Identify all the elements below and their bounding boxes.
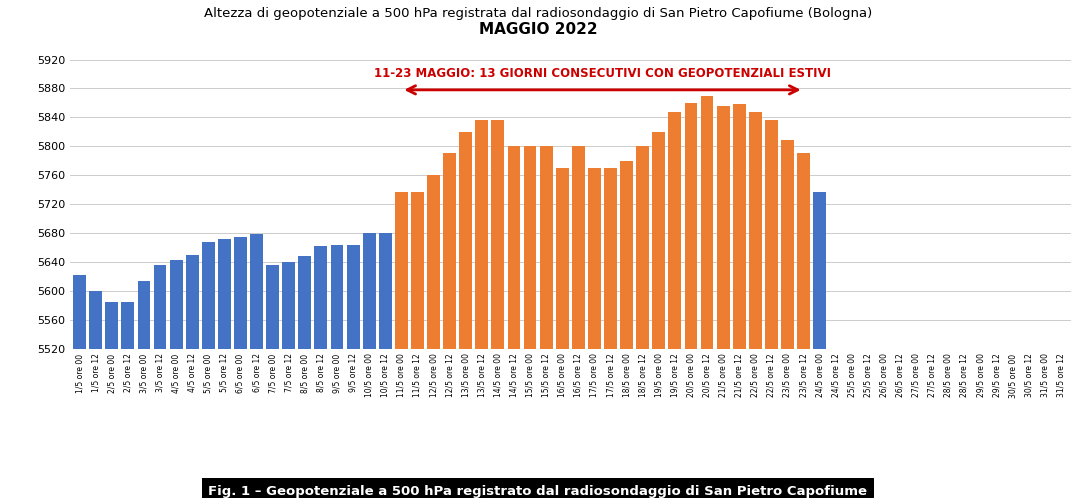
Bar xyxy=(571,146,584,349)
Bar xyxy=(733,104,746,349)
Bar xyxy=(314,246,327,349)
Bar xyxy=(717,106,730,349)
Bar xyxy=(170,260,183,349)
Bar xyxy=(202,242,215,349)
Text: Fig. 1 – Geopotenziale a 500 hPa registrato dal radiosondaggio di San Pietro Cap: Fig. 1 – Geopotenziale a 500 hPa registr… xyxy=(209,485,867,498)
Bar xyxy=(427,175,440,349)
Bar xyxy=(524,146,537,349)
Bar xyxy=(282,262,295,349)
Bar xyxy=(604,168,617,349)
Bar xyxy=(620,161,633,349)
Bar xyxy=(749,112,762,349)
Bar xyxy=(266,265,279,349)
Bar xyxy=(235,237,246,349)
Bar xyxy=(443,153,456,349)
Bar xyxy=(492,120,505,349)
Bar xyxy=(540,146,553,349)
Bar xyxy=(556,168,569,349)
Bar xyxy=(395,193,408,349)
Bar xyxy=(346,245,359,349)
Bar xyxy=(138,281,151,349)
Text: Altezza di geopotenziale a 500 hPa registrata dal radiosondaggio di San Pietro C: Altezza di geopotenziale a 500 hPa regis… xyxy=(203,7,873,20)
Bar xyxy=(105,302,118,349)
Bar xyxy=(813,193,826,349)
Bar xyxy=(250,235,263,349)
Bar xyxy=(411,193,424,349)
Bar xyxy=(684,103,697,349)
Bar xyxy=(298,256,311,349)
Bar xyxy=(765,120,778,349)
Bar xyxy=(73,275,86,349)
Bar xyxy=(587,168,600,349)
Text: 11-23 MAGGIO: 13 GIORNI CONSECUTIVI CON GEOPOTENZIALI ESTIVI: 11-23 MAGGIO: 13 GIORNI CONSECUTIVI CON … xyxy=(374,67,831,81)
Bar xyxy=(476,120,489,349)
Bar xyxy=(459,132,472,349)
Bar xyxy=(363,233,376,349)
Bar xyxy=(154,265,167,349)
Bar xyxy=(89,291,102,349)
Bar xyxy=(797,153,810,349)
Bar xyxy=(781,140,794,349)
Bar xyxy=(379,233,392,349)
Bar xyxy=(218,239,231,349)
Bar xyxy=(636,146,649,349)
Bar xyxy=(330,245,343,349)
Bar xyxy=(186,254,199,349)
Bar xyxy=(122,302,134,349)
Text: MAGGIO 2022: MAGGIO 2022 xyxy=(479,22,597,37)
Bar xyxy=(508,146,521,349)
Bar xyxy=(700,96,713,349)
Bar xyxy=(652,132,665,349)
Bar xyxy=(668,112,681,349)
